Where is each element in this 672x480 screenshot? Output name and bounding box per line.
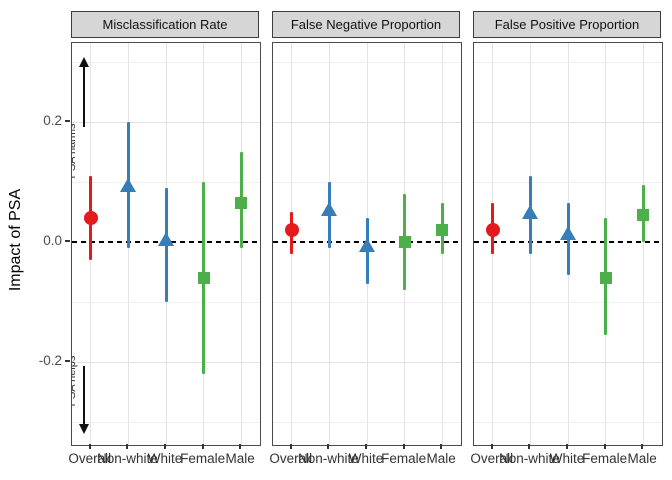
- x-tick: [566, 444, 568, 449]
- gridline-minor: [273, 62, 461, 63]
- down-arrow: [83, 366, 85, 424]
- point-marker: [284, 223, 299, 237]
- x-tick-label: White: [348, 451, 384, 466]
- facet-title: Misclassification Rate: [102, 17, 228, 32]
- y-tick-label: -0.2: [38, 353, 62, 368]
- point-marker: [599, 272, 612, 284]
- gridline-major: [273, 122, 461, 123]
- x-tick: [440, 444, 443, 449]
- point-marker: [321, 202, 338, 216]
- gridline-major: [474, 362, 662, 363]
- x-tick: [528, 444, 531, 449]
- y-tick-mark: [65, 360, 70, 362]
- x-tick: [289, 444, 292, 449]
- gridline-minor: [72, 422, 260, 423]
- gridline-minor: [474, 62, 662, 63]
- gridline-major: [474, 122, 662, 123]
- up-arrow: [83, 67, 85, 127]
- x-tick: [327, 444, 330, 449]
- point-marker: [522, 205, 539, 219]
- x-tick: [490, 444, 493, 449]
- x-tick-label: Male: [627, 451, 657, 466]
- x-tick-label: Overall: [470, 451, 514, 466]
- x-tick: [164, 444, 166, 449]
- x-tick-label: White: [549, 451, 585, 466]
- gridline-minor: [273, 182, 461, 183]
- gridline-minor: [474, 182, 662, 183]
- gridline-major: [72, 122, 260, 123]
- annotation-psa-helps: PSA helps: [71, 355, 78, 407]
- facet-strip: False Negative Proportion: [272, 11, 460, 38]
- x-tick-label: Overall: [269, 451, 313, 466]
- point-marker: [197, 272, 210, 284]
- x-tick-label: Male: [426, 451, 456, 466]
- facet-strip: Misclassification Rate: [71, 11, 259, 38]
- annotation-psa-harms: PSA harms: [71, 123, 78, 179]
- gridline-minor: [273, 302, 461, 303]
- gridline-vertical: [642, 43, 644, 445]
- x-tick-label: Non-white: [97, 451, 158, 466]
- point-marker: [560, 226, 576, 240]
- x-tick: [201, 444, 204, 449]
- x-tick: [126, 444, 129, 449]
- point-marker: [83, 211, 98, 225]
- x-tick-label: Female: [180, 451, 226, 466]
- facet-title: False Positive Proportion: [494, 17, 640, 32]
- point-marker: [436, 224, 449, 236]
- facet-strip: False Positive Proportion: [473, 11, 661, 38]
- gridline-minor: [72, 62, 260, 63]
- gridline-minor: [72, 182, 260, 183]
- point-marker: [235, 197, 248, 209]
- y-tick-mark: [65, 240, 70, 242]
- plot-area: PSA harms PSA helps: [71, 42, 261, 446]
- gridline-major: [273, 362, 461, 363]
- x-tick-label: Non-white: [298, 451, 359, 466]
- x-tick-label: White: [147, 451, 183, 466]
- y-axis-title: Impact of PSA: [7, 188, 24, 292]
- x-tick: [641, 444, 644, 449]
- x-tick: [239, 444, 242, 449]
- x-tick: [402, 444, 405, 449]
- facet-title: False Negative Proportion: [290, 17, 442, 32]
- y-tick-label: 0.0: [43, 233, 62, 248]
- x-tick-label: Non-white: [499, 451, 560, 466]
- y-tick-label: 0.2: [43, 113, 62, 128]
- x-tick-label: Female: [381, 451, 427, 466]
- point-marker: [398, 236, 411, 248]
- point-marker: [485, 223, 500, 237]
- gridline-minor: [273, 422, 461, 423]
- point-marker: [637, 209, 650, 221]
- up-arrow-head-icon: [79, 57, 89, 67]
- point-marker: [359, 238, 375, 252]
- x-tick: [88, 444, 91, 449]
- gridline-major: [72, 362, 260, 363]
- x-tick: [603, 444, 606, 449]
- plot-area: [473, 42, 663, 446]
- plot-area: [272, 42, 462, 446]
- point-marker: [158, 232, 174, 246]
- x-tick: [365, 444, 367, 449]
- x-tick-label: Female: [582, 451, 628, 466]
- point-marker: [120, 178, 137, 192]
- gridline-minor: [474, 302, 662, 303]
- gridline-minor: [474, 422, 662, 423]
- gridline-minor: [72, 302, 260, 303]
- x-tick-label: Overall: [68, 451, 112, 466]
- x-tick-label: Male: [225, 451, 255, 466]
- y-tick-mark: [65, 120, 70, 122]
- down-arrow-head-icon: [79, 424, 89, 434]
